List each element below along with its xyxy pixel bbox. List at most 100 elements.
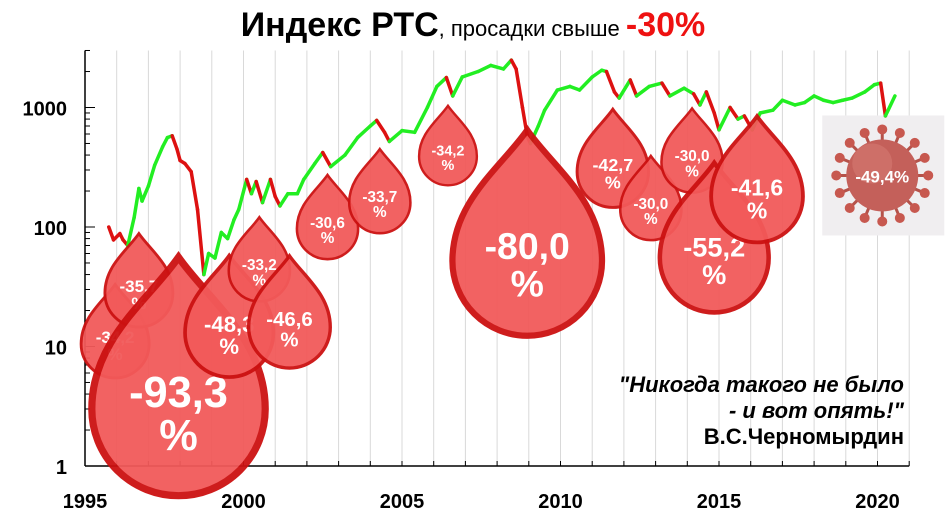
- drawdown-value: -93,3: [129, 369, 228, 417]
- drawdown-percent: %: [219, 334, 239, 359]
- x-tick-label: 2020: [855, 491, 900, 513]
- x-tick-label: 1995: [63, 491, 108, 513]
- series-segment: [295, 177, 306, 196]
- spike-tip: [919, 188, 930, 199]
- drawdown-marker: -34,2%: [417, 103, 479, 187]
- series-segment: [758, 108, 775, 115]
- series-segment: [412, 105, 430, 135]
- series-segment: [355, 124, 373, 140]
- drawdown-value: -30,0: [633, 196, 668, 213]
- drop-shape: [347, 146, 412, 235]
- series-segment: [802, 94, 816, 105]
- drawdown-percent: %: [321, 230, 335, 247]
- chart-title: Индекс РТС, просадки свыше -30%: [0, 6, 946, 45]
- series-segment: [435, 75, 449, 89]
- y-tick-label: 100: [34, 218, 67, 240]
- drawdown-percent: %: [373, 204, 387, 221]
- series-segment: [260, 177, 273, 205]
- spike-tip: [834, 188, 845, 199]
- series-segment: [647, 81, 664, 89]
- drawdown-value: -30,0: [675, 148, 710, 165]
- virus-highlight: [852, 143, 893, 184]
- series-segment: [878, 81, 888, 118]
- series-segment: [501, 58, 514, 71]
- series-segment: [660, 81, 672, 98]
- series-segment: [712, 111, 721, 132]
- series-segment: [444, 75, 455, 98]
- drawdown-marker: -30,6%: [295, 172, 360, 261]
- series-segment: [425, 84, 439, 110]
- drawdown-marker: -33,7%: [347, 146, 412, 235]
- series-segment: [400, 128, 417, 135]
- series-segment: [489, 63, 506, 71]
- series-segment: [301, 161, 317, 182]
- series-segment: [195, 207, 206, 277]
- series-segment: [126, 215, 136, 248]
- spike-tip: [894, 212, 905, 223]
- spike-tip: [859, 212, 870, 223]
- drop-shape: [417, 103, 479, 187]
- series-segment: [328, 153, 347, 169]
- drawdown-markers: -34,2%-35,7%-93,3%-48,3%-33,2%-46,6%-30,…: [79, 103, 805, 500]
- series-segment: [189, 169, 200, 212]
- series-segment: [728, 105, 740, 121]
- series-segment: [213, 230, 224, 260]
- drawdown-value: -46,6: [266, 309, 312, 331]
- quote-annotation: "Никогда такого не было - и вот опять!" …: [619, 372, 904, 450]
- x-tick-label: 2010: [538, 491, 583, 513]
- drawdown-marker: -46,6%: [246, 252, 332, 370]
- spike-tip: [894, 127, 905, 138]
- drawdown-percent: %: [280, 330, 298, 352]
- spike-tip: [919, 152, 930, 163]
- series-segment: [698, 90, 709, 107]
- series-segment: [170, 134, 179, 151]
- title-subtitle: , просадки свыше: [438, 16, 626, 41]
- series-segment: [107, 225, 116, 242]
- series-segment: [691, 92, 702, 107]
- drawdown-percent: %: [511, 262, 544, 304]
- series-segment: [236, 177, 249, 212]
- series-segment: [254, 179, 265, 205]
- drawdown-marker: -80,0%: [449, 124, 606, 339]
- series-segment: [202, 251, 211, 277]
- spike-tip: [844, 202, 855, 213]
- drawdown-value: -48,3: [204, 312, 254, 337]
- drawdown-value: -80,0: [485, 225, 570, 267]
- drawdown-percent: %: [253, 272, 267, 289]
- spike-tip: [859, 127, 870, 138]
- drawdown-percent: %: [702, 259, 726, 290]
- quote-line-2: - и вот опять!": [728, 398, 904, 423]
- x-tick-label: 2000: [221, 491, 266, 513]
- series-segment: [590, 68, 604, 79]
- tick-labels: 1 10 100 1000 1995 2000 2005 2010 2015 2020: [23, 99, 900, 514]
- series-segment: [850, 90, 867, 100]
- drawdown-percent: %: [644, 211, 658, 228]
- drawdown-percent: %: [605, 173, 621, 193]
- spike-tip: [877, 124, 888, 135]
- rts-index-series: [107, 58, 897, 277]
- covid-drawdown-label: -49,4%: [855, 167, 909, 186]
- series-segment: [140, 184, 151, 203]
- quote-line-1: "Никогда такого не было: [618, 372, 904, 397]
- series-segment: [232, 207, 241, 222]
- series-segment: [374, 118, 387, 135]
- drop-shape: [449, 124, 606, 339]
- spike-tip: [834, 152, 845, 163]
- series-segment: [604, 69, 617, 94]
- series-segment: [132, 186, 141, 220]
- quote-author: В.С.Черномырдин: [703, 424, 904, 449]
- series-segment: [863, 83, 877, 94]
- drawdown-value: -42,7: [592, 155, 633, 175]
- series-segment: [343, 135, 360, 157]
- x-tick-label: 2015: [697, 491, 742, 513]
- drawdown-percent: %: [747, 197, 767, 223]
- series-segment: [577, 75, 594, 92]
- series-segment: [146, 163, 157, 188]
- series-segment: [460, 69, 480, 79]
- series-segment: [450, 75, 464, 98]
- drop-shape: [709, 112, 805, 245]
- series-segment: [771, 98, 785, 112]
- series-segment: [152, 144, 165, 167]
- series-segment: [476, 63, 493, 74]
